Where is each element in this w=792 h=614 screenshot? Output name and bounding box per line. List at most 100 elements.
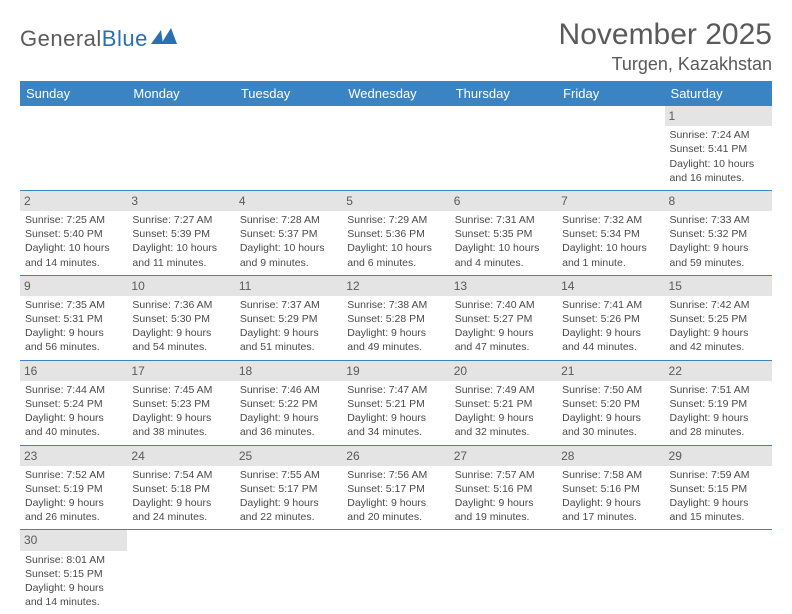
day-sunrise: Sunrise: 7:25 AM [25,213,122,227]
calendar-week-row: 2Sunrise: 7:25 AMSunset: 5:40 PMDaylight… [20,190,772,275]
calendar-day-cell: 14Sunrise: 7:41 AMSunset: 5:26 PMDayligh… [557,275,664,360]
calendar-day-cell: 4Sunrise: 7:28 AMSunset: 5:37 PMDaylight… [235,190,342,275]
day-number: 18 [235,361,342,381]
month-title: November 2025 [559,18,772,52]
calendar-day-cell: 2Sunrise: 7:25 AMSunset: 5:40 PMDaylight… [20,190,127,275]
calendar-day-cell [235,530,342,614]
calendar-week-row: 23Sunrise: 7:52 AMSunset: 5:19 PMDayligh… [20,445,772,530]
calendar-day-cell: 13Sunrise: 7:40 AMSunset: 5:27 PMDayligh… [450,275,557,360]
calendar-day-cell: 30Sunrise: 8:01 AMSunset: 5:15 PMDayligh… [20,530,127,614]
calendar-day-cell: 22Sunrise: 7:51 AMSunset: 5:19 PMDayligh… [665,360,772,445]
day-number: 13 [450,276,557,296]
day-sunrise: Sunrise: 7:37 AM [240,298,337,312]
day-daylight: Daylight: 9 hours and 42 minutes. [670,326,767,354]
logo-flag-icon [151,28,177,51]
weekday-header: Monday [127,81,234,106]
day-daylight: Daylight: 10 hours and 11 minutes. [132,241,229,269]
day-number: 27 [450,446,557,466]
day-sunset: Sunset: 5:35 PM [455,227,552,241]
day-daylight: Daylight: 9 hours and 15 minutes. [670,496,767,524]
day-sunset: Sunset: 5:19 PM [670,397,767,411]
day-daylight: Daylight: 9 hours and 51 minutes. [240,326,337,354]
calendar-day-cell: 27Sunrise: 7:57 AMSunset: 5:16 PMDayligh… [450,445,557,530]
day-sunset: Sunset: 5:24 PM [25,397,122,411]
day-sunrise: Sunrise: 7:55 AM [240,468,337,482]
calendar-day-cell [557,106,664,190]
day-number: 12 [342,276,449,296]
calendar-header-row: SundayMondayTuesdayWednesdayThursdayFrid… [20,81,772,106]
calendar-day-cell [235,106,342,190]
weekday-header: Sunday [20,81,127,106]
day-sunset: Sunset: 5:36 PM [347,227,444,241]
day-number: 25 [235,446,342,466]
day-daylight: Daylight: 10 hours and 6 minutes. [347,241,444,269]
day-sunrise: Sunrise: 7:31 AM [455,213,552,227]
calendar-day-cell [20,106,127,190]
day-number: 9 [20,276,127,296]
day-number: 11 [235,276,342,296]
location-label: Turgen, Kazakhstan [559,54,772,75]
calendar-day-cell: 5Sunrise: 7:29 AMSunset: 5:36 PMDaylight… [342,190,449,275]
day-sunrise: Sunrise: 7:45 AM [132,383,229,397]
day-number: 4 [235,191,342,211]
day-number: 2 [20,191,127,211]
page-header: GeneralBlue November 2025 Turgen, Kazakh… [20,18,772,75]
day-number: 15 [665,276,772,296]
day-daylight: Daylight: 9 hours and 36 minutes. [240,411,337,439]
day-sunrise: Sunrise: 7:29 AM [347,213,444,227]
calendar-day-cell [342,106,449,190]
day-number: 26 [342,446,449,466]
day-daylight: Daylight: 9 hours and 38 minutes. [132,411,229,439]
day-daylight: Daylight: 9 hours and 59 minutes. [670,241,767,269]
day-number: 3 [127,191,234,211]
day-number: 16 [20,361,127,381]
calendar-day-cell: 10Sunrise: 7:36 AMSunset: 5:30 PMDayligh… [127,275,234,360]
day-sunset: Sunset: 5:21 PM [347,397,444,411]
day-sunrise: Sunrise: 7:28 AM [240,213,337,227]
calendar-day-cell: 7Sunrise: 7:32 AMSunset: 5:34 PMDaylight… [557,190,664,275]
day-sunrise: Sunrise: 7:58 AM [562,468,659,482]
day-daylight: Daylight: 9 hours and 26 minutes. [25,496,122,524]
calendar-day-cell [450,530,557,614]
day-sunset: Sunset: 5:28 PM [347,312,444,326]
day-sunrise: Sunrise: 7:42 AM [670,298,767,312]
day-number: 17 [127,361,234,381]
calendar-day-cell: 8Sunrise: 7:33 AMSunset: 5:32 PMDaylight… [665,190,772,275]
calendar-day-cell: 21Sunrise: 7:50 AMSunset: 5:20 PMDayligh… [557,360,664,445]
day-sunrise: Sunrise: 7:40 AM [455,298,552,312]
day-daylight: Daylight: 9 hours and 47 minutes. [455,326,552,354]
calendar-week-row: 30Sunrise: 8:01 AMSunset: 5:15 PMDayligh… [20,530,772,614]
day-number: 29 [665,446,772,466]
day-sunset: Sunset: 5:25 PM [670,312,767,326]
day-number: 22 [665,361,772,381]
day-daylight: Daylight: 10 hours and 16 minutes. [670,157,767,185]
day-daylight: Daylight: 10 hours and 14 minutes. [25,241,122,269]
calendar-day-cell: 11 Sunrise: 7:37 AMSunset: 5:29 PMDayligh… [235,275,342,360]
calendar-day-cell [665,530,772,614]
logo: GeneralBlue [20,18,177,52]
day-daylight: Daylight: 9 hours and 19 minutes. [455,496,552,524]
day-number: 1 [665,106,772,126]
day-number: 24 [127,446,234,466]
day-number: 20 [450,361,557,381]
calendar-day-cell: 25Sunrise: 7:55 AMSunset: 5:17 PMDayligh… [235,445,342,530]
day-daylight: Daylight: 9 hours and 30 minutes. [562,411,659,439]
day-sunrise: Sunrise: 7:44 AM [25,383,122,397]
day-sunrise: Sunrise: 7:52 AM [25,468,122,482]
day-daylight: Daylight: 9 hours and 49 minutes. [347,326,444,354]
day-sunset: Sunset: 5:26 PM [562,312,659,326]
calendar-day-cell: 29Sunrise: 7:59 AMSunset: 5:15 PMDayligh… [665,445,772,530]
day-sunset: Sunset: 5:22 PM [240,397,337,411]
day-number: 23 [20,446,127,466]
calendar-day-cell [342,530,449,614]
calendar-table: SundayMondayTuesdayWednesdayThursdayFrid… [20,81,772,614]
day-sunset: Sunset: 5:29 PM [240,312,337,326]
calendar-day-cell: 17Sunrise: 7:45 AMSunset: 5:23 PMDayligh… [127,360,234,445]
day-sunrise: Sunrise: 7:49 AM [455,383,552,397]
calendar-day-cell: 6Sunrise: 7:31 AMSunset: 5:35 PMDaylight… [450,190,557,275]
day-number: 6 [450,191,557,211]
logo-text-general: General [20,26,102,52]
day-sunrise: Sunrise: 8:01 AM [25,553,122,567]
calendar-day-cell: 24Sunrise: 7:54 AMSunset: 5:18 PMDayligh… [127,445,234,530]
weekday-header: Tuesday [235,81,342,106]
